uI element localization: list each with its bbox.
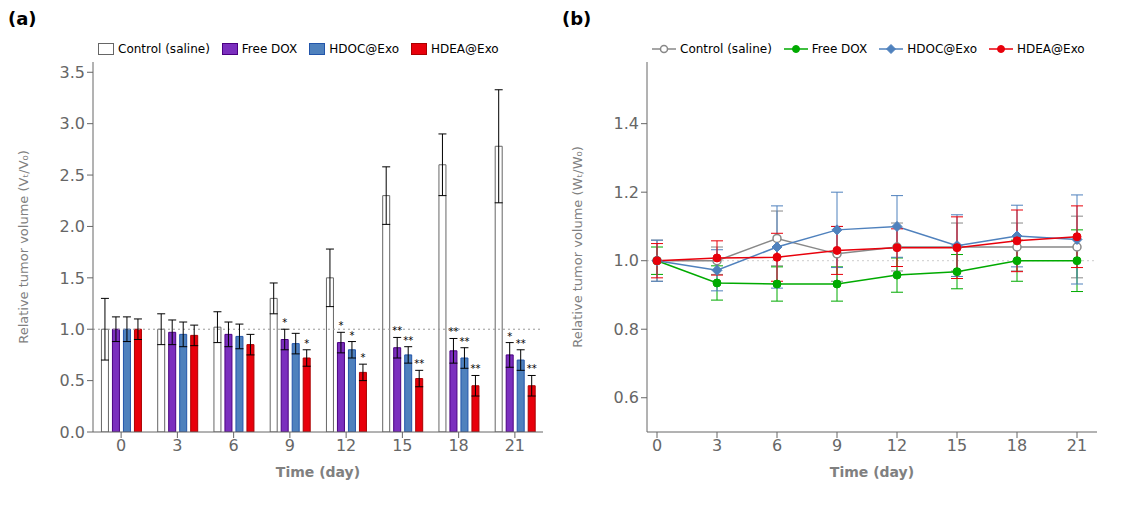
html-text:HDOC@Exo: HDOC@Exo (907, 42, 977, 56)
svg-text:9: 9 (832, 436, 842, 455)
svg-text:*: * (338, 320, 343, 331)
svg-text:0.0: 0.0 (60, 423, 85, 442)
svg-text:18: 18 (1007, 436, 1027, 455)
svg-text:12: 12 (336, 436, 356, 455)
svg-text:Relative tumor volume (Vₜ/V₀): Relative tumor volume (Vₜ/V₀) (16, 150, 31, 344)
svg-text:Relative tumor volume (Wₜ/W₀): Relative tumor volume (Wₜ/W₀) (570, 146, 585, 348)
svg-text:0: 0 (652, 436, 662, 455)
svg-text:**: ** (459, 336, 469, 347)
svg-text:3.5: 3.5 (60, 63, 85, 82)
svg-text:1.4: 1.4 (614, 114, 639, 133)
svg-text:0.5: 0.5 (60, 371, 85, 390)
html-text:HDEA@Exo: HDEA@Exo (1017, 42, 1085, 56)
svg-text:**: ** (470, 363, 480, 374)
svg-text:1.0: 1.0 (614, 251, 639, 270)
svg-text:15: 15 (392, 436, 412, 455)
svg-text:*: * (349, 330, 354, 341)
svg-text:1.0: 1.0 (60, 320, 85, 339)
svg-text:Time (day): Time (day) (276, 464, 360, 480)
svg-text:*: * (304, 338, 309, 349)
svg-text:9: 9 (285, 436, 295, 455)
svg-text:Time (day): Time (day) (830, 464, 914, 480)
html-text:HDEA@Exo: HDEA@Exo (431, 42, 499, 56)
svg-text:**: ** (448, 326, 458, 337)
svg-text:12: 12 (887, 436, 907, 455)
html-text:Free DOX: Free DOX (811, 42, 868, 56)
svg-text:2.5: 2.5 (60, 166, 85, 185)
svg-text:3: 3 (712, 436, 722, 455)
svg-text:0.8: 0.8 (614, 320, 639, 339)
svg-text:*: * (360, 352, 365, 363)
html-text:Free DOX: Free DOX (241, 42, 298, 56)
svg-text:0.6: 0.6 (614, 388, 639, 407)
svg-text:*: * (282, 317, 287, 328)
html-text:HDOC@Exo: HDOC@Exo (329, 42, 399, 56)
svg-text:**: ** (403, 335, 413, 346)
svg-text:18: 18 (448, 436, 468, 455)
svg-text:*: * (507, 331, 512, 342)
svg-text:**: ** (414, 358, 424, 369)
svg-text:15: 15 (947, 436, 967, 455)
html-text:(a): (a) (8, 8, 37, 29)
svg-text:6: 6 (229, 436, 239, 455)
html-text:Control (saline): Control (saline) (118, 42, 210, 56)
svg-text:2.0: 2.0 (60, 217, 85, 236)
svg-text:0: 0 (116, 436, 126, 455)
svg-text:1.5: 1.5 (60, 269, 85, 288)
svg-text:21: 21 (1067, 436, 1087, 455)
svg-text:21: 21 (505, 436, 525, 455)
svg-text:6: 6 (772, 436, 782, 455)
svg-text:3: 3 (172, 436, 182, 455)
html-text:(b): (b) (562, 8, 592, 29)
svg-text:3.0: 3.0 (60, 114, 85, 133)
svg-text:**: ** (392, 325, 402, 336)
svg-text:1.2: 1.2 (614, 183, 639, 202)
html-text:Control (saline): Control (saline) (680, 42, 772, 56)
svg-text:**: ** (527, 363, 537, 374)
svg-text:**: ** (516, 338, 526, 349)
